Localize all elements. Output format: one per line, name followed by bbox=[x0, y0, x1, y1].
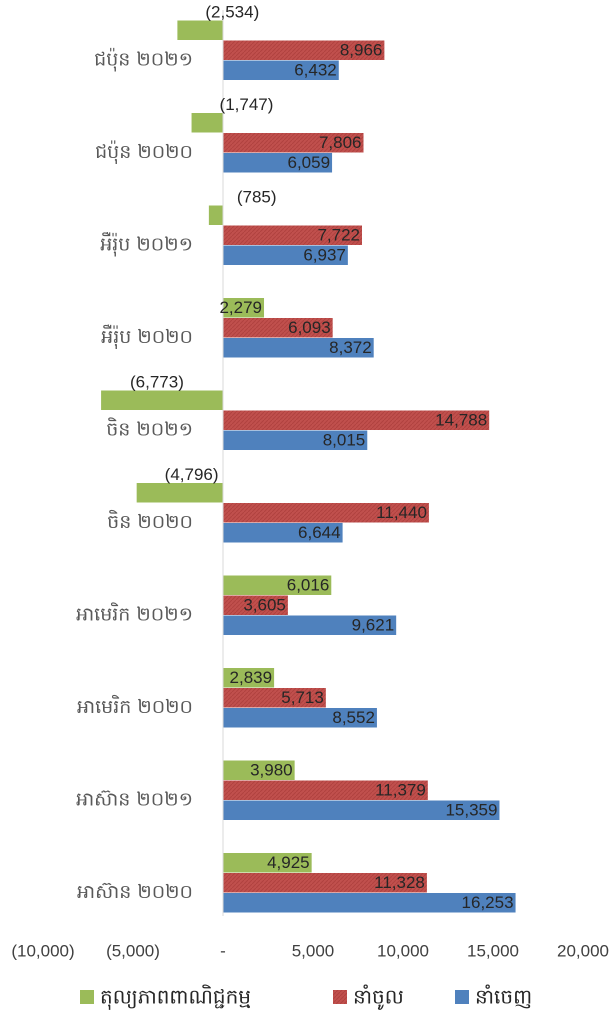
data-label: 5,713 bbox=[281, 688, 324, 707]
category-label: ចិន ២០២០ bbox=[107, 509, 193, 533]
legend-swatch bbox=[80, 990, 94, 1004]
bars bbox=[101, 20, 516, 913]
bar-series-1 bbox=[223, 595, 288, 615]
bar-series-0 bbox=[177, 20, 223, 40]
bar-series-2 bbox=[223, 245, 348, 265]
data-label: 14,788 bbox=[435, 411, 487, 430]
data-label: (785) bbox=[237, 188, 277, 207]
category-label: ជប៉ុន ២០២០ bbox=[95, 140, 193, 165]
data-label: 7,806 bbox=[319, 133, 362, 152]
bar-series-1 bbox=[223, 503, 429, 523]
data-label: 16,253 bbox=[462, 893, 514, 912]
bar-series-0 bbox=[223, 298, 265, 318]
bar-series-0 bbox=[101, 390, 223, 410]
x-tick-label: 15,000 bbox=[467, 941, 519, 960]
bar-series-2 bbox=[223, 615, 397, 635]
data-label: (2,534) bbox=[205, 3, 259, 22]
bar-series-1 bbox=[223, 225, 362, 245]
bar-series-0 bbox=[136, 483, 223, 503]
data-label: (1,747) bbox=[220, 95, 274, 114]
data-label: 2,839 bbox=[230, 668, 273, 687]
data-label: (4,796) bbox=[165, 465, 219, 484]
data-label: 2,279 bbox=[219, 298, 262, 317]
data-label: 8,966 bbox=[340, 41, 383, 60]
bar-series-2 bbox=[223, 523, 343, 543]
x-tick-label: 20,000 bbox=[557, 941, 609, 960]
data-label: 8,372 bbox=[329, 338, 372, 357]
legend: តុល្យភាពពាណិជ្ជកម្ម នាំចូល នាំចេញ bbox=[80, 984, 532, 1011]
data-label: 3,980 bbox=[250, 761, 293, 780]
data-label: 11,379 bbox=[375, 781, 426, 800]
data-label: 8,015 bbox=[323, 431, 366, 450]
bar-series-1 bbox=[223, 780, 428, 800]
data-label: 6,937 bbox=[303, 246, 346, 265]
category-label: អាស៊ាន ២០២១ bbox=[76, 789, 193, 811]
bar-series-1 bbox=[223, 873, 427, 893]
data-label: 7,722 bbox=[317, 226, 360, 245]
data-label: 6,432 bbox=[294, 61, 337, 80]
category-label: អឺរ៉ុប ២០២០ bbox=[101, 324, 193, 350]
data-label: 6,059 bbox=[288, 153, 331, 172]
bar-series-2 bbox=[223, 60, 339, 80]
bar-series-1 bbox=[223, 318, 333, 338]
data-label: 4,925 bbox=[267, 853, 310, 872]
bar-series-2 bbox=[223, 800, 500, 820]
legend-label: នាំចូល bbox=[353, 984, 404, 1011]
bar-series-2 bbox=[223, 430, 368, 450]
data-label: 11,328 bbox=[374, 873, 425, 892]
bar-series-0 bbox=[223, 760, 295, 780]
bar-series-0 bbox=[223, 575, 332, 595]
bar-series-0 bbox=[191, 113, 223, 133]
x-tick-label: (10,000) bbox=[11, 941, 74, 960]
data-label: 9,621 bbox=[352, 616, 395, 635]
legend-swatch bbox=[455, 990, 469, 1004]
x-tick-label: - bbox=[220, 941, 226, 960]
category-label: អាមេរិក ២០២១ bbox=[76, 602, 193, 626]
bar-series-2 bbox=[223, 153, 333, 173]
bar-series-0 bbox=[208, 205, 223, 225]
bar-series-1 bbox=[223, 40, 385, 60]
bar-series-2 bbox=[223, 338, 374, 358]
data-label: 15,359 bbox=[445, 801, 497, 820]
x-tick-label: 5,000 bbox=[292, 941, 335, 960]
data-label: 6,093 bbox=[288, 318, 331, 337]
legend-label: នាំចេញ bbox=[475, 984, 532, 1009]
category-label: អាស៊ាន ២០២០ bbox=[77, 881, 193, 903]
bar-series-2 bbox=[223, 893, 516, 913]
data-label: 6,016 bbox=[287, 576, 330, 595]
x-tick-label: (5,000) bbox=[106, 941, 160, 960]
data-label: 8,552 bbox=[332, 708, 375, 727]
data-label: 3,605 bbox=[243, 596, 286, 615]
category-label: ជប៉ុន ២០២១ bbox=[94, 48, 193, 73]
category-label: អាមេរិក ២០២០ bbox=[77, 694, 193, 718]
bar-series-0 bbox=[223, 853, 312, 873]
data-label: 6,644 bbox=[298, 523, 341, 542]
category-label: ចិន ២០២១ bbox=[106, 417, 193, 441]
bar-series-0 bbox=[223, 668, 275, 688]
data-label: 11,440 bbox=[376, 503, 427, 522]
legend-swatch bbox=[333, 990, 347, 1004]
bar-series-1 bbox=[223, 410, 490, 430]
bar-series-1 bbox=[223, 688, 326, 708]
x-tick-label: 10,000 bbox=[377, 941, 429, 960]
x-axis-tick-labels: (10,000) (5,000) - 5,000 10,000 15,000 20,000 bbox=[11, 941, 609, 960]
bar-series-2 bbox=[223, 708, 377, 728]
category-label: អឺរ៉ុប ២០២១ bbox=[100, 232, 193, 258]
data-label: (6,773) bbox=[130, 373, 184, 392]
bar-series-1 bbox=[223, 133, 364, 153]
legend-label: តុល្យភាពពាណិជ្ជកម្ម bbox=[100, 984, 251, 1011]
